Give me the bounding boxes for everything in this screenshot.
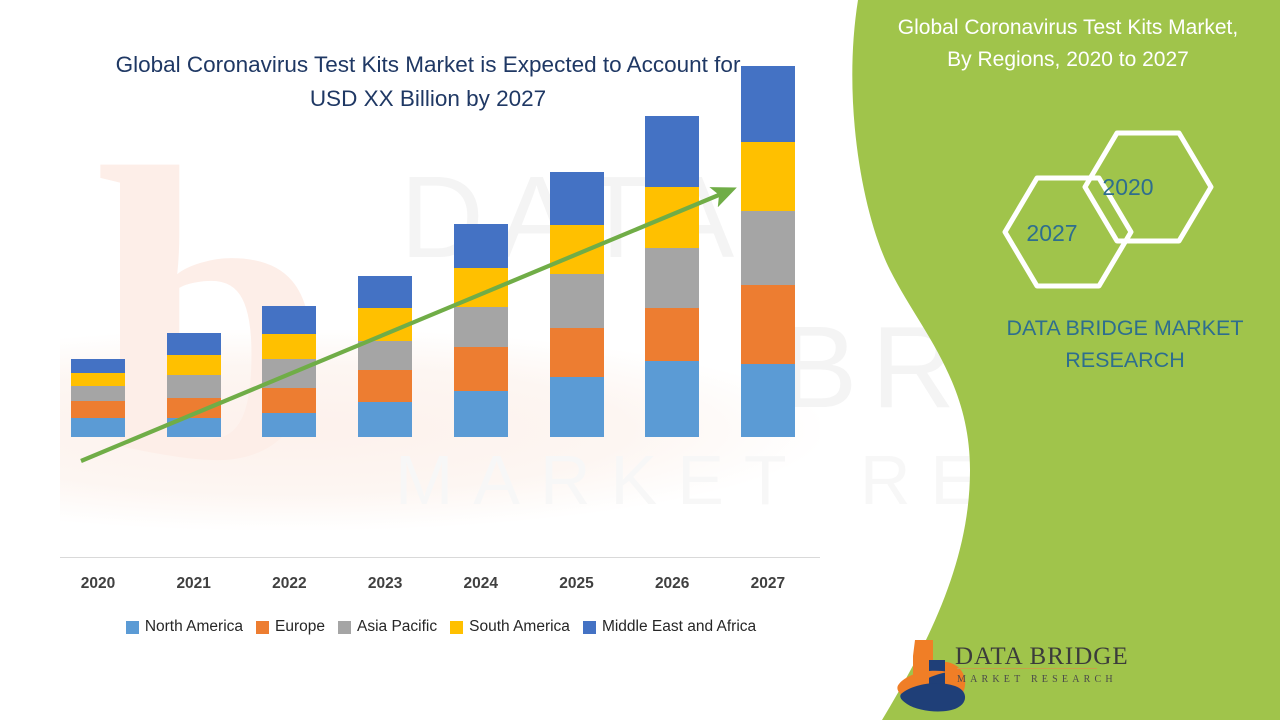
hexagon-2027-label: 2027	[1026, 220, 1078, 246]
bar-segment-middle-east-and-africa[interactable]	[358, 276, 413, 308]
bar-segment-asia-pacific[interactable]	[71, 386, 125, 401]
bar-segment-south-america[interactable]	[71, 373, 125, 386]
bar-segment-north-america[interactable]	[166, 418, 221, 437]
bar-segment-europe[interactable]	[71, 401, 125, 418]
bar-segment-south-america[interactable]	[358, 308, 413, 341]
bar-segment-europe[interactable]	[549, 328, 604, 377]
bar-2024[interactable]	[453, 224, 508, 437]
growth-arrow-icon	[80, 187, 737, 463]
hexagon-2027-shape	[1002, 175, 1134, 289]
brand-name-line-2: RESEARCH	[1065, 348, 1185, 372]
legend-item-north-america[interactable]: North America	[125, 618, 244, 636]
legend-label: Middle East and Africa	[601, 618, 757, 635]
bar-segment-europe[interactable]	[166, 398, 221, 418]
bar-2023[interactable]	[358, 276, 413, 437]
legend-item-middle-east-and-africa[interactable]: Middle East and Africa	[582, 618, 757, 636]
x-axis-label-2025: 2025	[559, 575, 594, 592]
legend-swatch-icon	[125, 620, 139, 634]
chart-title: Global Coronavirus Test Kits Market is E…	[78, 48, 778, 116]
bar-segment-north-america[interactable]	[358, 402, 413, 437]
bar-segment-north-america[interactable]	[740, 364, 795, 437]
logo-text-sub: MARKET RESEARCH	[957, 674, 1117, 685]
bar-segment-europe[interactable]	[740, 285, 795, 364]
bar-segment-middle-east-and-africa[interactable]	[645, 116, 700, 187]
x-axis-line	[60, 557, 820, 558]
legend-item-europe[interactable]: Europe	[256, 618, 325, 636]
bar-segment-north-america[interactable]	[262, 413, 317, 437]
data-bridge-logo-icon	[897, 640, 966, 712]
bar-segment-south-america[interactable]	[645, 187, 700, 248]
brand-name: DATA BRIDGE MARKET RESEARCH	[985, 312, 1265, 376]
panel-title-line-1: Global Coronavirus Test Kits Market,	[897, 16, 1239, 39]
bar-segment-north-america[interactable]	[71, 418, 125, 437]
bar-2027[interactable]	[740, 66, 795, 437]
bar-segment-south-america[interactable]	[166, 355, 221, 375]
bar-2021[interactable]	[166, 333, 221, 437]
brand-panel	[820, 0, 1280, 720]
bar-segment-asia-pacific[interactable]	[262, 359, 317, 388]
hexagon-2020-label: 2020	[1102, 174, 1154, 200]
bar-segment-middle-east-and-africa[interactable]	[549, 172, 604, 225]
chart-legend: North America Europe Asia Pacific South Ame…	[56, 618, 826, 636]
legend-item-asia-pacific[interactable]: Asia Pacific	[338, 618, 437, 636]
brand-name-line-1: DATA BRIDGE MARKET	[1006, 316, 1244, 340]
bar-segment-south-america[interactable]	[453, 268, 508, 307]
legend-label: Asia Pacific	[357, 618, 438, 635]
panel-title-line-2: By Regions, 2020 to 2027	[947, 48, 1189, 71]
bar-segment-asia-pacific[interactable]	[645, 248, 700, 308]
bar-segment-asia-pacific[interactable]	[740, 211, 795, 285]
stacked-bar-chart: 2020 2021 2022 2023 2024 2025 2026 2027	[60, 66, 820, 592]
bar-segment-asia-pacific[interactable]	[358, 341, 413, 370]
bar-segment-middle-east-and-africa[interactable]	[71, 359, 125, 373]
bar-segment-asia-pacific[interactable]	[166, 375, 221, 398]
bar-segment-europe[interactable]	[453, 347, 508, 391]
bar-segment-asia-pacific[interactable]	[549, 274, 604, 328]
panel-title: Global Coronavirus Test Kits Market, By …	[868, 12, 1268, 76]
bar-segment-middle-east-and-africa[interactable]	[262, 306, 317, 334]
x-axis-label-2022: 2022	[272, 575, 307, 592]
legend-label: South America	[469, 618, 570, 635]
bar-segment-europe[interactable]	[262, 388, 317, 413]
bar-segment-north-america[interactable]	[645, 361, 700, 437]
legend-label: Europe	[275, 618, 325, 635]
bar-2026[interactable]	[645, 116, 700, 437]
legend-swatch-icon	[450, 620, 464, 634]
logo-text-main: DATA BRIDGE	[955, 643, 1129, 670]
legend-item-south-america[interactable]: South America	[450, 618, 570, 636]
chart-title-line-2: USD XX Billion by 2027	[309, 86, 547, 111]
bar-2022[interactable]	[262, 306, 317, 437]
bar-segment-middle-east-and-africa[interactable]	[453, 224, 508, 268]
bar-segment-north-america[interactable]	[453, 391, 508, 437]
bar-2025[interactable]	[549, 172, 604, 437]
bar-segment-south-america[interactable]	[549, 225, 604, 274]
bar-segment-middle-east-and-africa[interactable]	[740, 66, 795, 142]
legend-swatch-icon	[338, 620, 351, 634]
bar-segment-middle-east-and-africa[interactable]	[166, 333, 221, 355]
bar-segment-asia-pacific[interactable]	[453, 307, 508, 347]
hexagon-2020-shape	[1082, 130, 1214, 244]
bar-segment-europe[interactable]	[358, 370, 413, 402]
x-axis-label-2027: 2027	[750, 575, 786, 592]
bar-segment-south-america[interactable]	[740, 142, 795, 211]
chart-title-line-1: Global Coronavirus Test Kits Market is E…	[115, 52, 741, 77]
x-axis-label-2023: 2023	[367, 575, 403, 592]
x-axis-label-2026: 2026	[654, 575, 690, 592]
x-axis-label-2024: 2024	[463, 575, 499, 592]
legend-swatch-icon	[582, 620, 596, 634]
bar-2020[interactable]	[71, 359, 125, 437]
legend-label: North America	[144, 618, 244, 635]
bar-segment-south-america[interactable]	[262, 334, 317, 359]
legend-swatch-icon	[256, 620, 270, 634]
x-axis-label-2020: 2020	[80, 575, 116, 592]
bar-segment-europe[interactable]	[645, 308, 700, 361]
hexagon-badges	[1002, 130, 1214, 289]
logo-divider	[957, 668, 1097, 669]
bar-segment-north-america[interactable]	[549, 377, 604, 437]
x-axis-label-2021: 2021	[176, 575, 211, 592]
